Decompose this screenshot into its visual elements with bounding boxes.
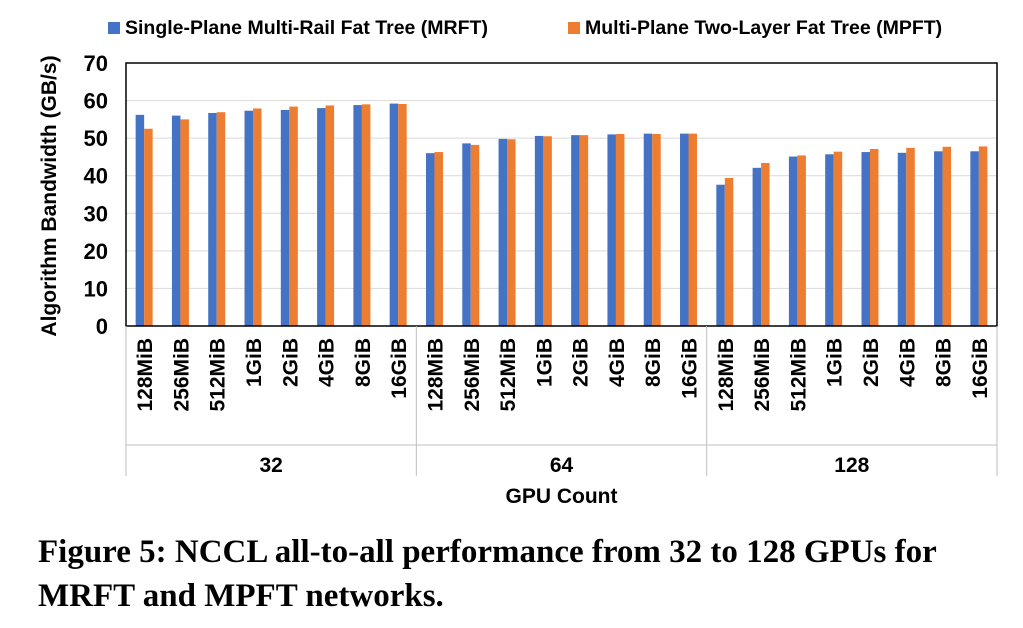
bar-mpft <box>289 106 298 326</box>
x-tick-label: 4GiB <box>606 338 629 387</box>
bar-mpft <box>615 134 625 326</box>
y-tick-label: 30 <box>84 201 108 226</box>
bar-mpft <box>579 135 589 326</box>
bar-mrft <box>462 143 471 326</box>
x-tick-label: 256MiB <box>461 338 484 412</box>
x-tick-label: 1GiB <box>824 338 847 387</box>
bar-mrft <box>353 105 362 326</box>
x-tick-label: 2GiB <box>279 338 302 387</box>
bar-mrft <box>389 103 399 326</box>
bar-mrft <box>171 115 181 326</box>
x-tick-label: 8GiB <box>933 338 956 387</box>
x-tick-label: 2GiB <box>860 338 883 387</box>
bar-mpft <box>434 152 443 326</box>
bar-mpft <box>144 128 153 326</box>
y-tick-label: 60 <box>84 89 108 114</box>
bar-mrft <box>244 110 254 326</box>
y-tick-label: 70 <box>84 51 108 76</box>
y-tick-label: 10 <box>84 276 108 301</box>
bar-mpft <box>253 108 262 326</box>
bar-chart: 0 10 20 30 40 50 60 70 128MiB 256MiB 512MiB 1GiB 2Gi… <box>38 17 998 508</box>
y-tick-label: 40 <box>84 164 108 189</box>
legend-mpft-swatch <box>568 22 580 34</box>
x-axis-title: GPU Count <box>506 485 618 508</box>
x-tick-label: 1GiB <box>533 338 556 387</box>
bar-mrft <box>752 167 762 326</box>
x-tick-label: 16GiB <box>679 338 702 399</box>
x-tick-label: 8GiB <box>352 338 375 387</box>
x-tick-label: 256MiB <box>170 338 193 412</box>
figure-caption: Figure 5: NCCL all-to-all performance fr… <box>38 534 937 614</box>
x-tick-label: 1GiB <box>243 338 266 387</box>
bar-mpft <box>688 133 698 326</box>
x-tick-label: 16GiB <box>969 338 992 399</box>
x-tick-label: 128MiB <box>134 338 157 412</box>
group-label: 32 <box>259 454 282 477</box>
y-tick-label: 0 <box>96 314 108 339</box>
x-tick-label: 256MiB <box>751 338 774 412</box>
bar-mpft <box>507 139 516 326</box>
bar-mpft <box>761 162 770 326</box>
bar-mpft <box>942 146 952 326</box>
bar-mrft <box>825 154 834 326</box>
bar-mpft <box>398 103 407 327</box>
bar-mrft <box>208 112 217 326</box>
bar-mrft <box>970 151 979 326</box>
bar-mrft <box>643 133 653 326</box>
bar-mrft <box>788 156 798 326</box>
bar-mpft <box>906 147 915 326</box>
legend-mrft-label: Single-Plane Multi-Rail Fat Tree (MRFT) <box>125 17 488 39</box>
bar-mrft <box>534 135 544 326</box>
bar-mrft <box>680 133 689 326</box>
bar-mrft <box>861 152 870 326</box>
bar-mrft <box>934 151 943 326</box>
x-tick-label: 512MiB <box>787 338 810 412</box>
x-tick-label: 128MiB <box>715 338 738 412</box>
bar-mpft <box>325 105 335 326</box>
bar-mpft <box>978 146 988 326</box>
y-tick-label: 50 <box>84 126 108 151</box>
group-label: 128 <box>834 454 869 477</box>
bar-mpft <box>869 149 879 326</box>
x-tick-label: 512MiB <box>207 338 230 412</box>
bar-mpft <box>724 177 734 326</box>
bar-mpft <box>470 144 480 326</box>
bar-mpft <box>180 119 189 326</box>
x-tick-label: 2GiB <box>570 338 593 387</box>
plot-frame <box>125 62 998 327</box>
bar-mpft <box>543 136 552 326</box>
bar-mrft <box>317 108 326 326</box>
bar-mrft <box>135 114 145 326</box>
bar-mpft <box>652 134 661 326</box>
x-tick-label: 8GiB <box>642 338 665 387</box>
bar-mrft <box>897 152 907 326</box>
bar-mrft <box>498 138 508 326</box>
x-tick-label: 16GiB <box>388 338 411 399</box>
bar-mrft <box>571 135 580 326</box>
bar-mpft <box>216 112 226 327</box>
y-tick-label: 20 <box>84 239 108 264</box>
legend-mpft-label: Multi-Plane Two-Layer Fat Tree (MPFT) <box>585 17 942 39</box>
bar-mrft <box>716 184 725 326</box>
x-tick-label: 512MiB <box>497 338 520 412</box>
bar-mrft <box>425 153 435 326</box>
legend-mrft-swatch <box>108 22 120 34</box>
x-tick-label: 128MiB <box>424 338 447 412</box>
bar-mpft <box>833 151 843 326</box>
y-axis-title: Algorithm Bandwidth (GB/s) <box>38 55 61 336</box>
bar-mpft <box>797 155 806 326</box>
x-tick-label: 4GiB <box>316 338 339 387</box>
bar-mpft <box>361 104 371 326</box>
group-label: 64 <box>550 454 574 477</box>
bar-mrft <box>607 134 616 326</box>
x-tick-label: 4GiB <box>896 338 919 387</box>
bar-mrft <box>280 109 290 326</box>
